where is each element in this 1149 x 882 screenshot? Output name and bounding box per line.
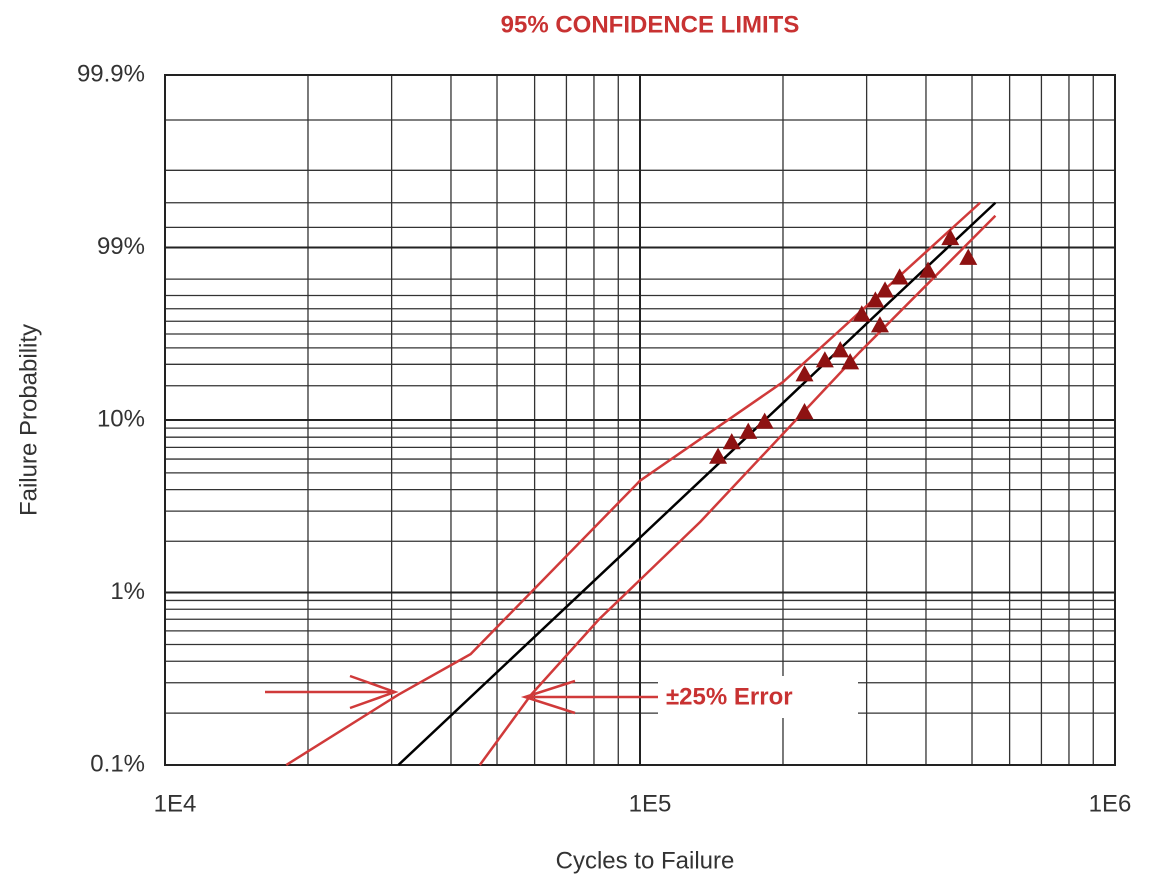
data-point — [941, 228, 960, 246]
data-point — [866, 291, 885, 308]
x-tick-label: 1E5 — [629, 790, 672, 817]
y-axis-label: Failure Probability — [15, 324, 42, 516]
chart-title: 95% CONFIDENCE LIMITS — [501, 11, 800, 38]
data-point — [795, 365, 814, 382]
data-point — [722, 433, 741, 450]
data-point — [795, 402, 814, 420]
data-point — [919, 261, 938, 278]
annotation: ±25% Error — [666, 683, 793, 710]
y-tick-label: 0.1% — [90, 750, 145, 777]
data-point — [815, 351, 834, 368]
data-point — [831, 341, 850, 358]
series-line — [285, 201, 981, 767]
y-tick-label: 99.9% — [77, 60, 145, 87]
data-point — [755, 412, 774, 429]
x-axis-label: Cycles to Failure — [556, 847, 735, 874]
grid — [164, 74, 1116, 766]
arrow-left — [520, 679, 660, 715]
series-line — [397, 201, 997, 766]
data-point — [890, 268, 909, 285]
y-tick-label: 99% — [97, 233, 145, 260]
data-point — [876, 281, 895, 298]
y-tick-label: 10% — [97, 405, 145, 432]
marks — [285, 201, 997, 767]
data-point — [841, 353, 860, 370]
x-tick-label: 1E4 — [154, 790, 197, 817]
data-point — [852, 305, 871, 322]
annotation-background — [658, 676, 858, 718]
data-point — [709, 447, 728, 464]
y-tick-label: 1% — [110, 578, 145, 605]
data-point — [870, 316, 889, 333]
annotation-arrows — [265, 674, 660, 715]
plot-frame — [164, 74, 1116, 766]
data-point — [959, 248, 978, 265]
arrow-right — [265, 674, 399, 710]
data-point — [739, 422, 758, 439]
x-tick-label: 1E6 — [1089, 790, 1132, 817]
